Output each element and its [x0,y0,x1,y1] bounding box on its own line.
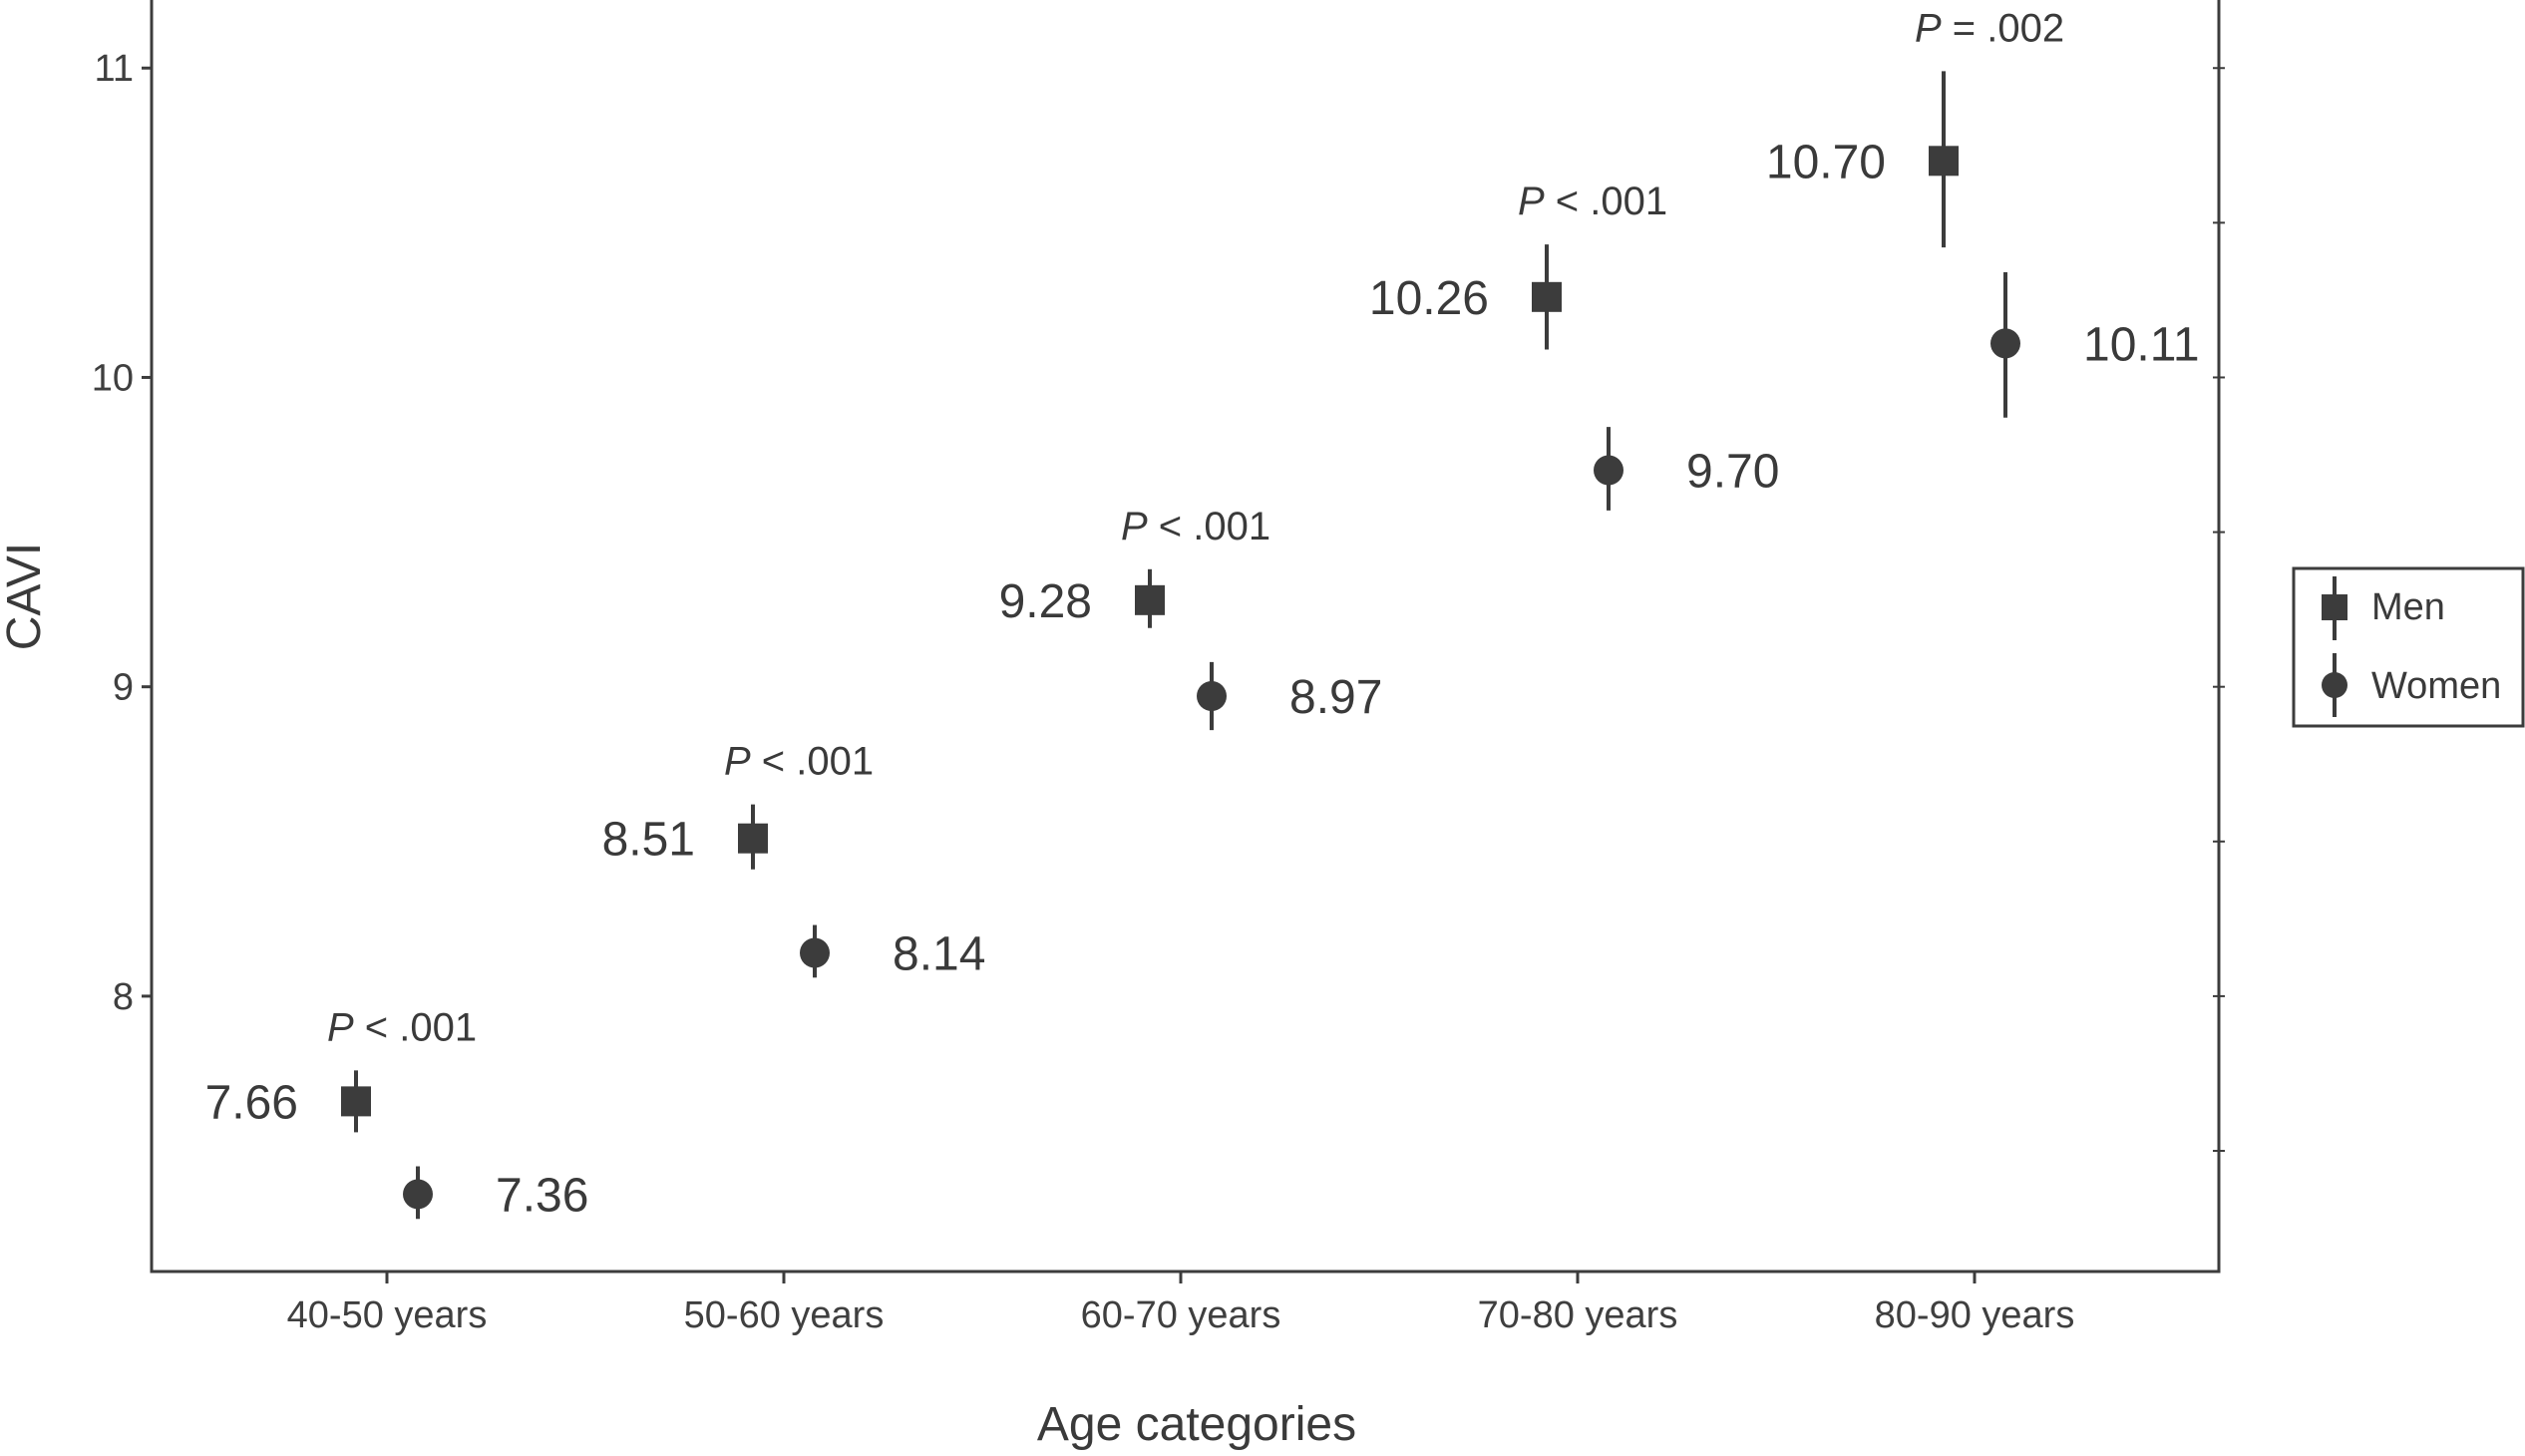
women-point [403,1179,433,1210]
men-point [1532,281,1562,312]
y-tick-label: 11 [95,48,134,90]
legend-women-circle-icon [2322,672,2347,698]
y-tick-label: 9 [113,667,134,709]
legend-men-square-icon [2322,594,2347,620]
men-point [341,1086,371,1117]
women-value-label: 9.70 [1686,446,1779,499]
men-point [1929,146,1959,177]
p-value-label: P < .001 [1518,180,1667,223]
x-axis: 40-50 years 50-60 years 60-70 years 70-80 y… [287,1272,2075,1336]
women-point [1990,328,2020,359]
legend: Men Women [2292,566,2525,728]
plot-border [150,0,2221,1274]
men-value-label: 8.51 [602,814,695,867]
p-value-label: P < .001 [724,740,874,784]
y-axis-title: CAVI [0,543,51,650]
women-value-label: 8.14 [893,927,985,980]
men-value-label: 10.70 [1766,136,1886,188]
men-value-label: 9.28 [999,575,1092,628]
p-value-annotations: P < .001 P < .001 P < .001 P < .001 P = .002 [327,6,2064,1049]
p-value-label: P < .001 [1121,505,1270,548]
p-value-label: P = .002 [1915,6,2064,50]
women-point [800,937,830,968]
women-value-label: 10.11 [2083,318,2200,371]
women-value-label: 7.36 [496,1169,588,1222]
women-point [1197,680,1227,711]
men-point [738,823,768,854]
men-value-label: 10.26 [1369,272,1489,325]
x-tick-label: 40-50 years [287,1294,488,1336]
men-value-label: 7.66 [205,1076,298,1129]
y-tick-label: 8 [113,976,134,1018]
x-axis-title: Age categories [1037,1398,1356,1451]
legend-women-label: Women [2371,665,2501,707]
legend-men-label: Men [2371,586,2445,628]
women-value-label: 8.97 [1289,671,1382,724]
men-point [1135,584,1165,615]
data-marks: 7.66 8.51 9.28 10.26 10.70 7.36 8.14 8.97 9.70 10… [205,71,2200,1222]
x-tick-label: 70-80 years [1478,1294,1678,1336]
plot-frame [150,0,2221,1274]
p-value-label: P < .001 [327,1005,477,1049]
x-tick-label: 80-90 years [1875,1294,2075,1336]
y-tick-label: 10 [92,357,134,399]
x-tick-label: 60-70 years [1081,1294,1281,1336]
y-axis: 8 9 10 11 [92,48,2225,1153]
x-tick-label: 50-60 years [684,1294,885,1336]
women-point [1594,455,1623,486]
